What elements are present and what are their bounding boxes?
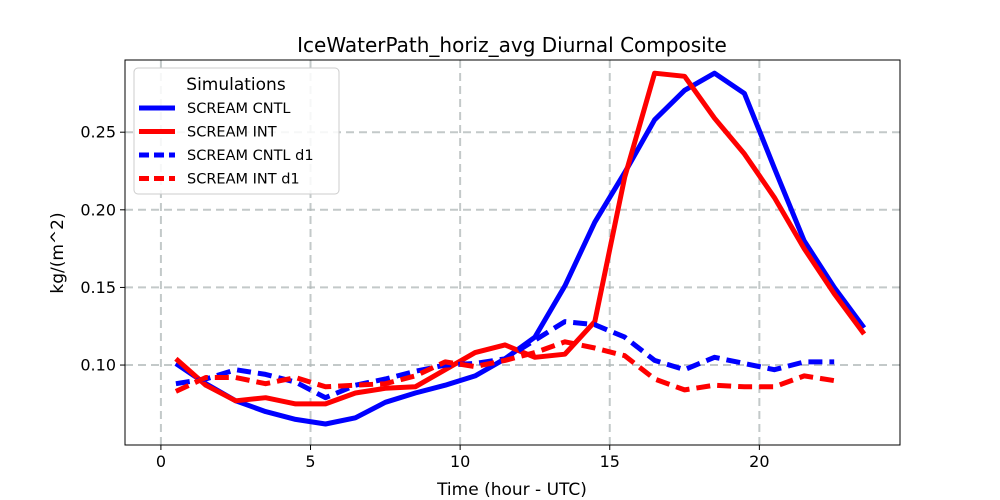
y-tick-label: 0.10 <box>80 356 116 375</box>
axis-ticks: 0 5 10 15 20 0.10 0.15 0.20 0.25 <box>80 123 769 471</box>
x-axis-title: Time (hour - UTC) <box>436 480 587 500</box>
x-tick-label: 15 <box>600 452 620 471</box>
series-lines <box>174 70 867 427</box>
x-tick-label: 10 <box>450 452 470 471</box>
legend-box <box>133 67 340 195</box>
legend-label-scream-cntl: SCREAM CNTL <box>187 101 291 117</box>
y-tick-label: 0.25 <box>80 123 116 142</box>
chart-title: IceWaterPath_horiz_avg Diurnal Composite <box>297 33 727 57</box>
legend-label-scream-int-d1: SCREAM INT d1 <box>187 172 300 188</box>
plot-frame <box>124 59 901 446</box>
series-line-scream-int-d1 <box>174 339 835 394</box>
x-tick-label: 20 <box>749 452 769 471</box>
y-axis-title: kg/(m^2) <box>48 212 68 293</box>
y-tick-label: 0.15 <box>80 278 116 297</box>
legend-entries: SCREAM CNTL SCREAM INT SCREAM CNTL d1 SCREA… <box>139 101 314 188</box>
x-tick-label: 0 <box>156 452 166 471</box>
legend-label-scream-cntl-d1: SCREAM CNTL d1 <box>187 148 314 164</box>
legend-title: Simulations <box>186 75 286 95</box>
y-tick-label: 0.20 <box>80 200 116 219</box>
legend-label-scream-int: SCREAM INT <box>187 125 277 141</box>
x-tick-label: 5 <box>305 452 315 471</box>
